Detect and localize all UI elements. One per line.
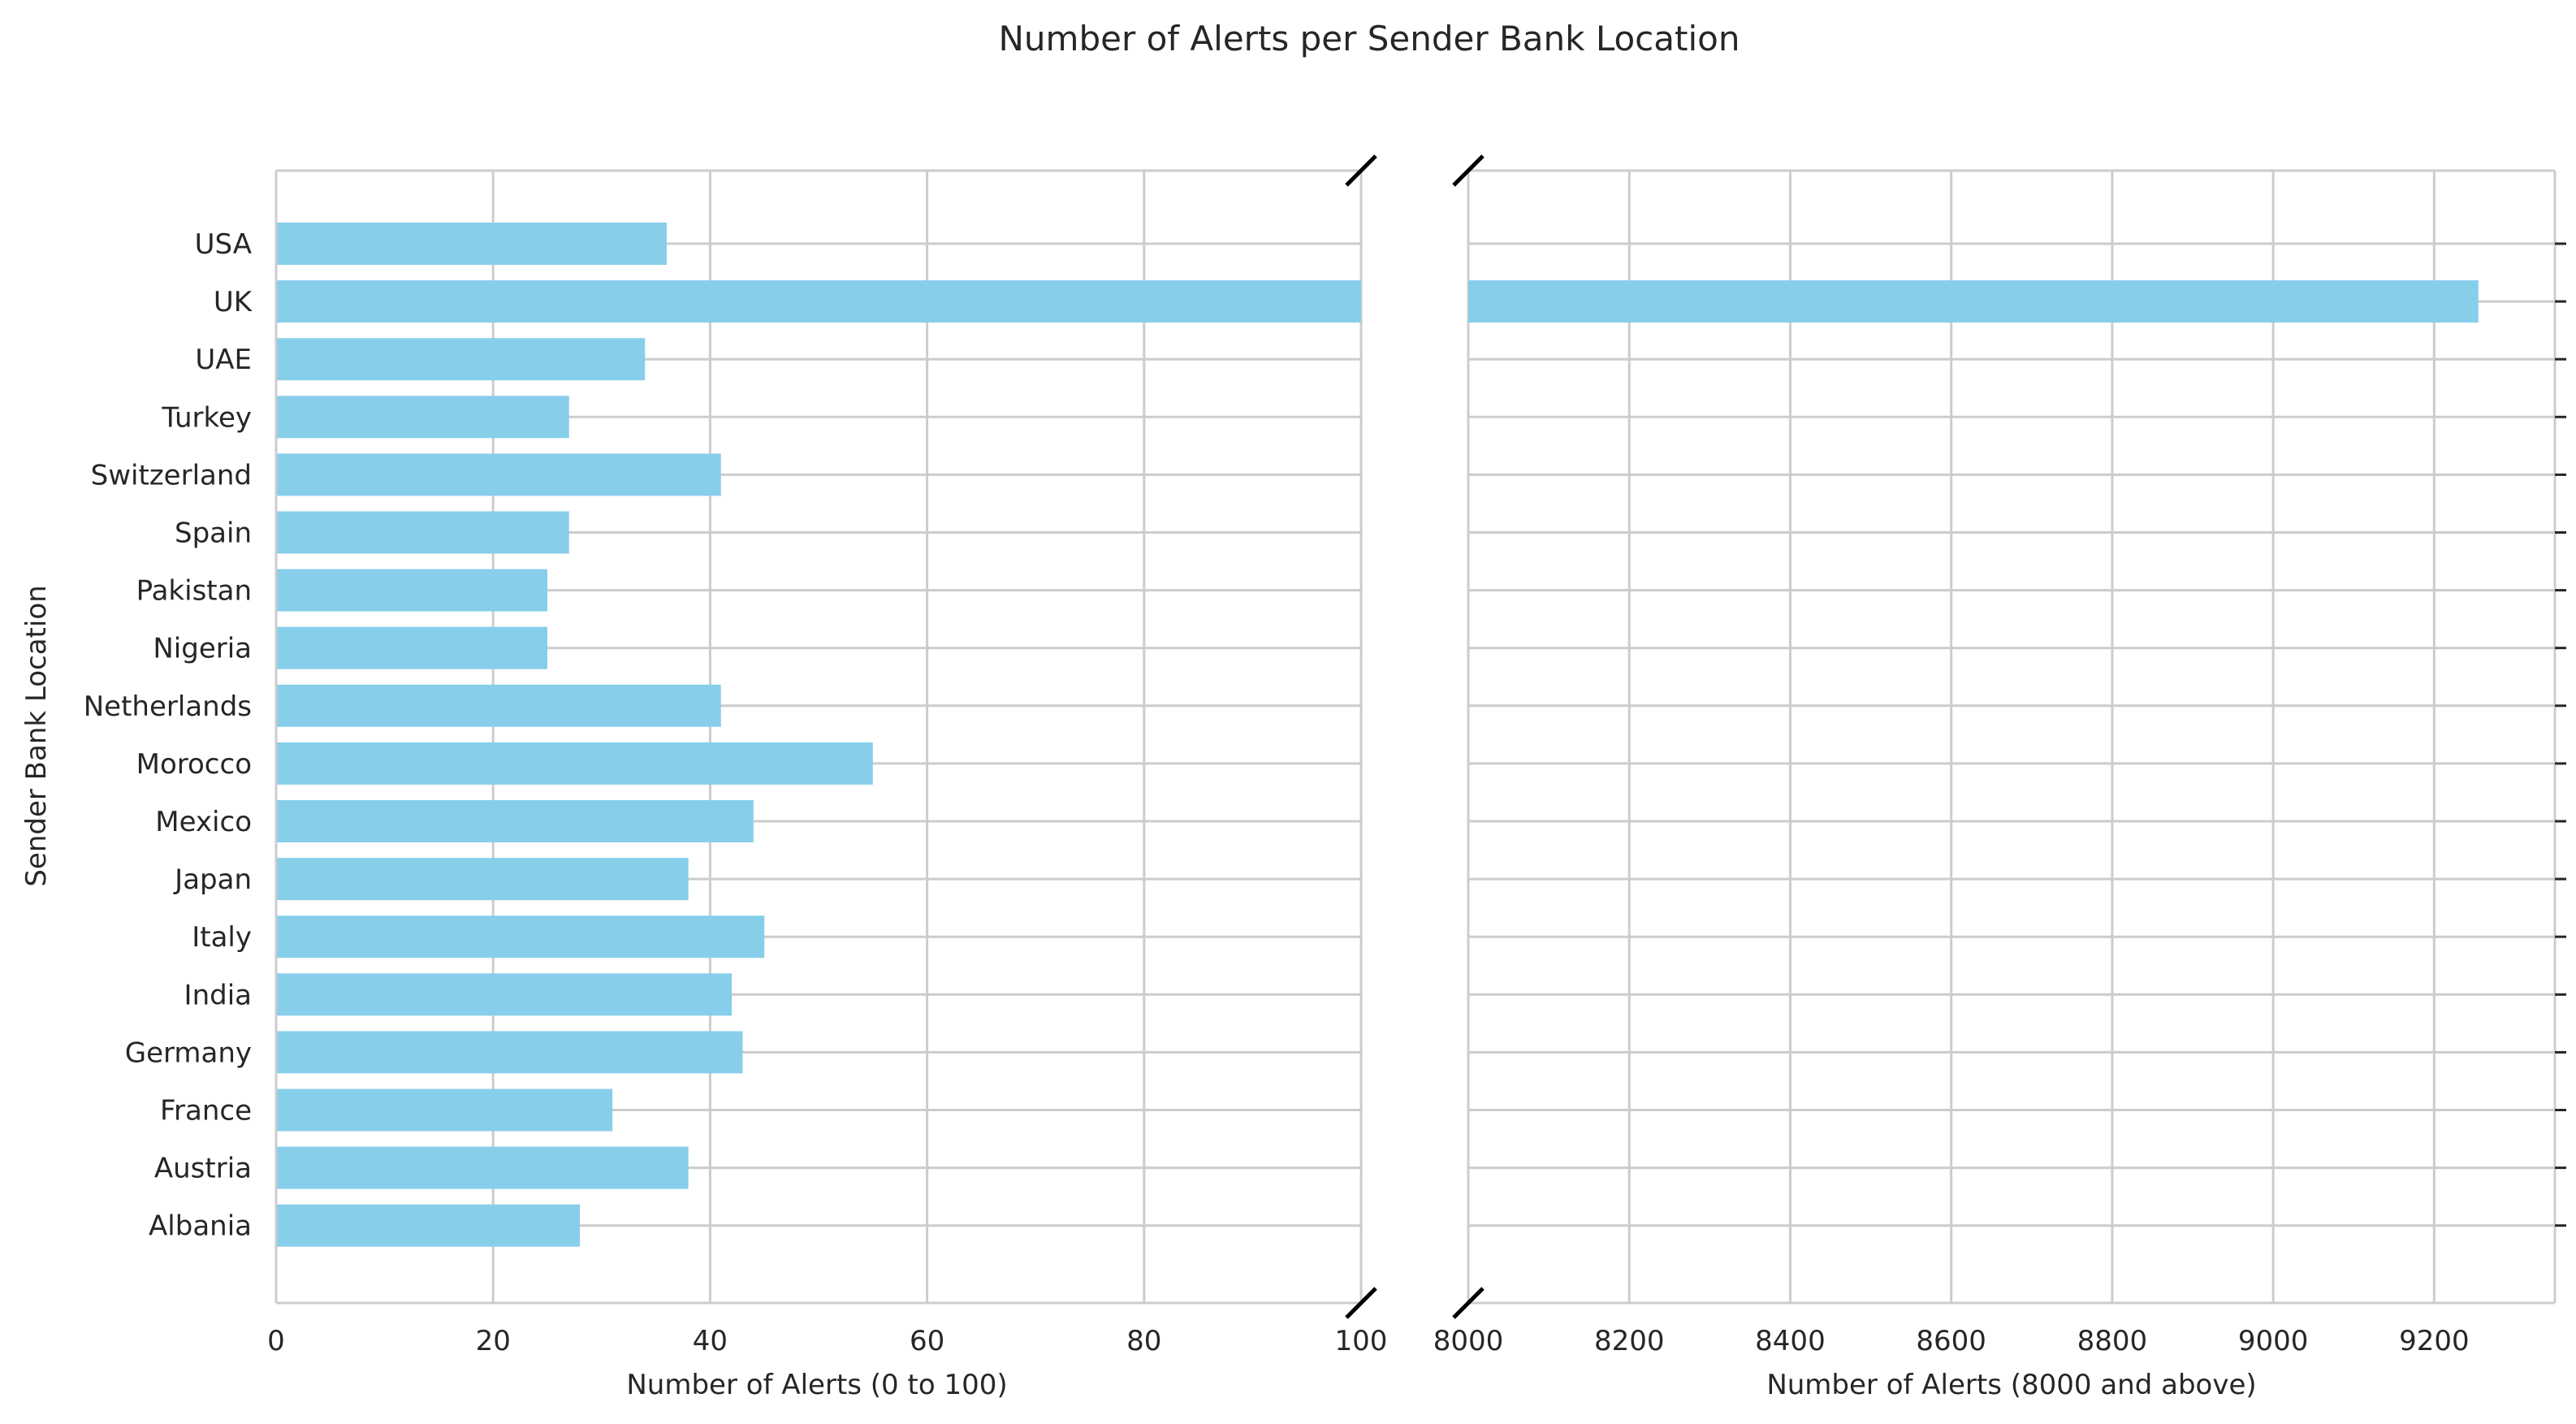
y-tick-label: Japan (173, 863, 252, 896)
bar-morocco (276, 742, 873, 785)
bar-india (276, 973, 733, 1016)
bar-france (276, 1089, 613, 1132)
bar-germany (276, 1031, 743, 1074)
y-tick-label: Morocco (136, 748, 252, 781)
x-tick-label: 100 (1335, 1325, 1388, 1357)
y-tick-label: India (184, 979, 252, 1011)
y-tick-label: UAE (195, 344, 252, 376)
axis-break-mark (1452, 154, 1485, 187)
y-tick-label: Turkey (161, 401, 252, 434)
y-tick-label: Albania (149, 1210, 252, 1243)
x-tick-label: 8600 (1916, 1325, 1986, 1357)
axis-break-mark (1345, 1287, 1377, 1319)
y-axis-label: Sender Bank Location (20, 585, 53, 886)
y-tick-label: France (160, 1095, 252, 1128)
bar-switzerland (276, 453, 721, 496)
x-tick-label: 0 (267, 1325, 285, 1357)
y-tick-label: USA (195, 228, 252, 261)
bar-albania (276, 1204, 581, 1247)
y-tick-label: Mexico (155, 806, 252, 838)
x-tick-label: 60 (910, 1325, 944, 1357)
y-tick-label: Spain (175, 517, 252, 550)
x-axis-label-left: Number of Alerts (0 to 100) (626, 1369, 1007, 1401)
y-tick-label: Nigeria (153, 633, 252, 665)
x-tick-label: 8000 (1433, 1325, 1504, 1357)
x-tick-label: 8400 (1755, 1325, 1826, 1357)
axis-break-mark (1345, 154, 1377, 187)
bar-spain (276, 511, 569, 554)
x-tick-label: 20 (476, 1325, 511, 1357)
panel-left: 0 20 40 60 80 100 (267, 154, 1388, 1357)
bar-pakistan (276, 569, 547, 612)
bar-japan (276, 858, 689, 901)
bar-netherlands (276, 684, 721, 727)
bar-usa (276, 223, 667, 265)
x-tick-label: 9200 (2399, 1325, 2470, 1357)
bar-italy (276, 915, 765, 959)
x-tick-label: 8800 (2077, 1325, 2148, 1357)
x-tick-label: 40 (693, 1325, 728, 1357)
bar-mexico (276, 800, 754, 842)
bar-turkey (276, 396, 569, 439)
bar-austria (276, 1146, 689, 1189)
y-tick-label: Italy (192, 921, 252, 954)
y-tick-labels: USA UK UAE Turkey Switzerland Spain Pakistan Ni… (84, 228, 253, 1243)
axis-break-mark (1452, 1287, 1485, 1319)
y-tick-label: Switzerland (91, 459, 252, 491)
y-tick-label: Germany (125, 1037, 252, 1069)
x-axis-label-right: Number of Alerts (8000 and above) (1766, 1369, 2256, 1401)
y-tick-label: Pakistan (136, 575, 252, 608)
y-tick-label: Netherlands (84, 690, 252, 723)
chart-title: Number of Alerts per Sender Bank Locatio… (999, 19, 1740, 58)
panel-right: 8000 8200 8400 8600 8800 9000 9200 (1433, 154, 2566, 1357)
x-tick-label: 9000 (2238, 1325, 2309, 1357)
y-tick-label: UK (214, 286, 253, 318)
x-tick-label: 80 (1126, 1325, 1161, 1357)
bar-uk (276, 280, 1361, 323)
bar-uk (1468, 280, 2479, 323)
x-tick-label: 8200 (1594, 1325, 1665, 1357)
bar-nigeria (276, 626, 547, 669)
bar-uae (276, 338, 646, 381)
y-tick-label: Austria (154, 1153, 252, 1185)
